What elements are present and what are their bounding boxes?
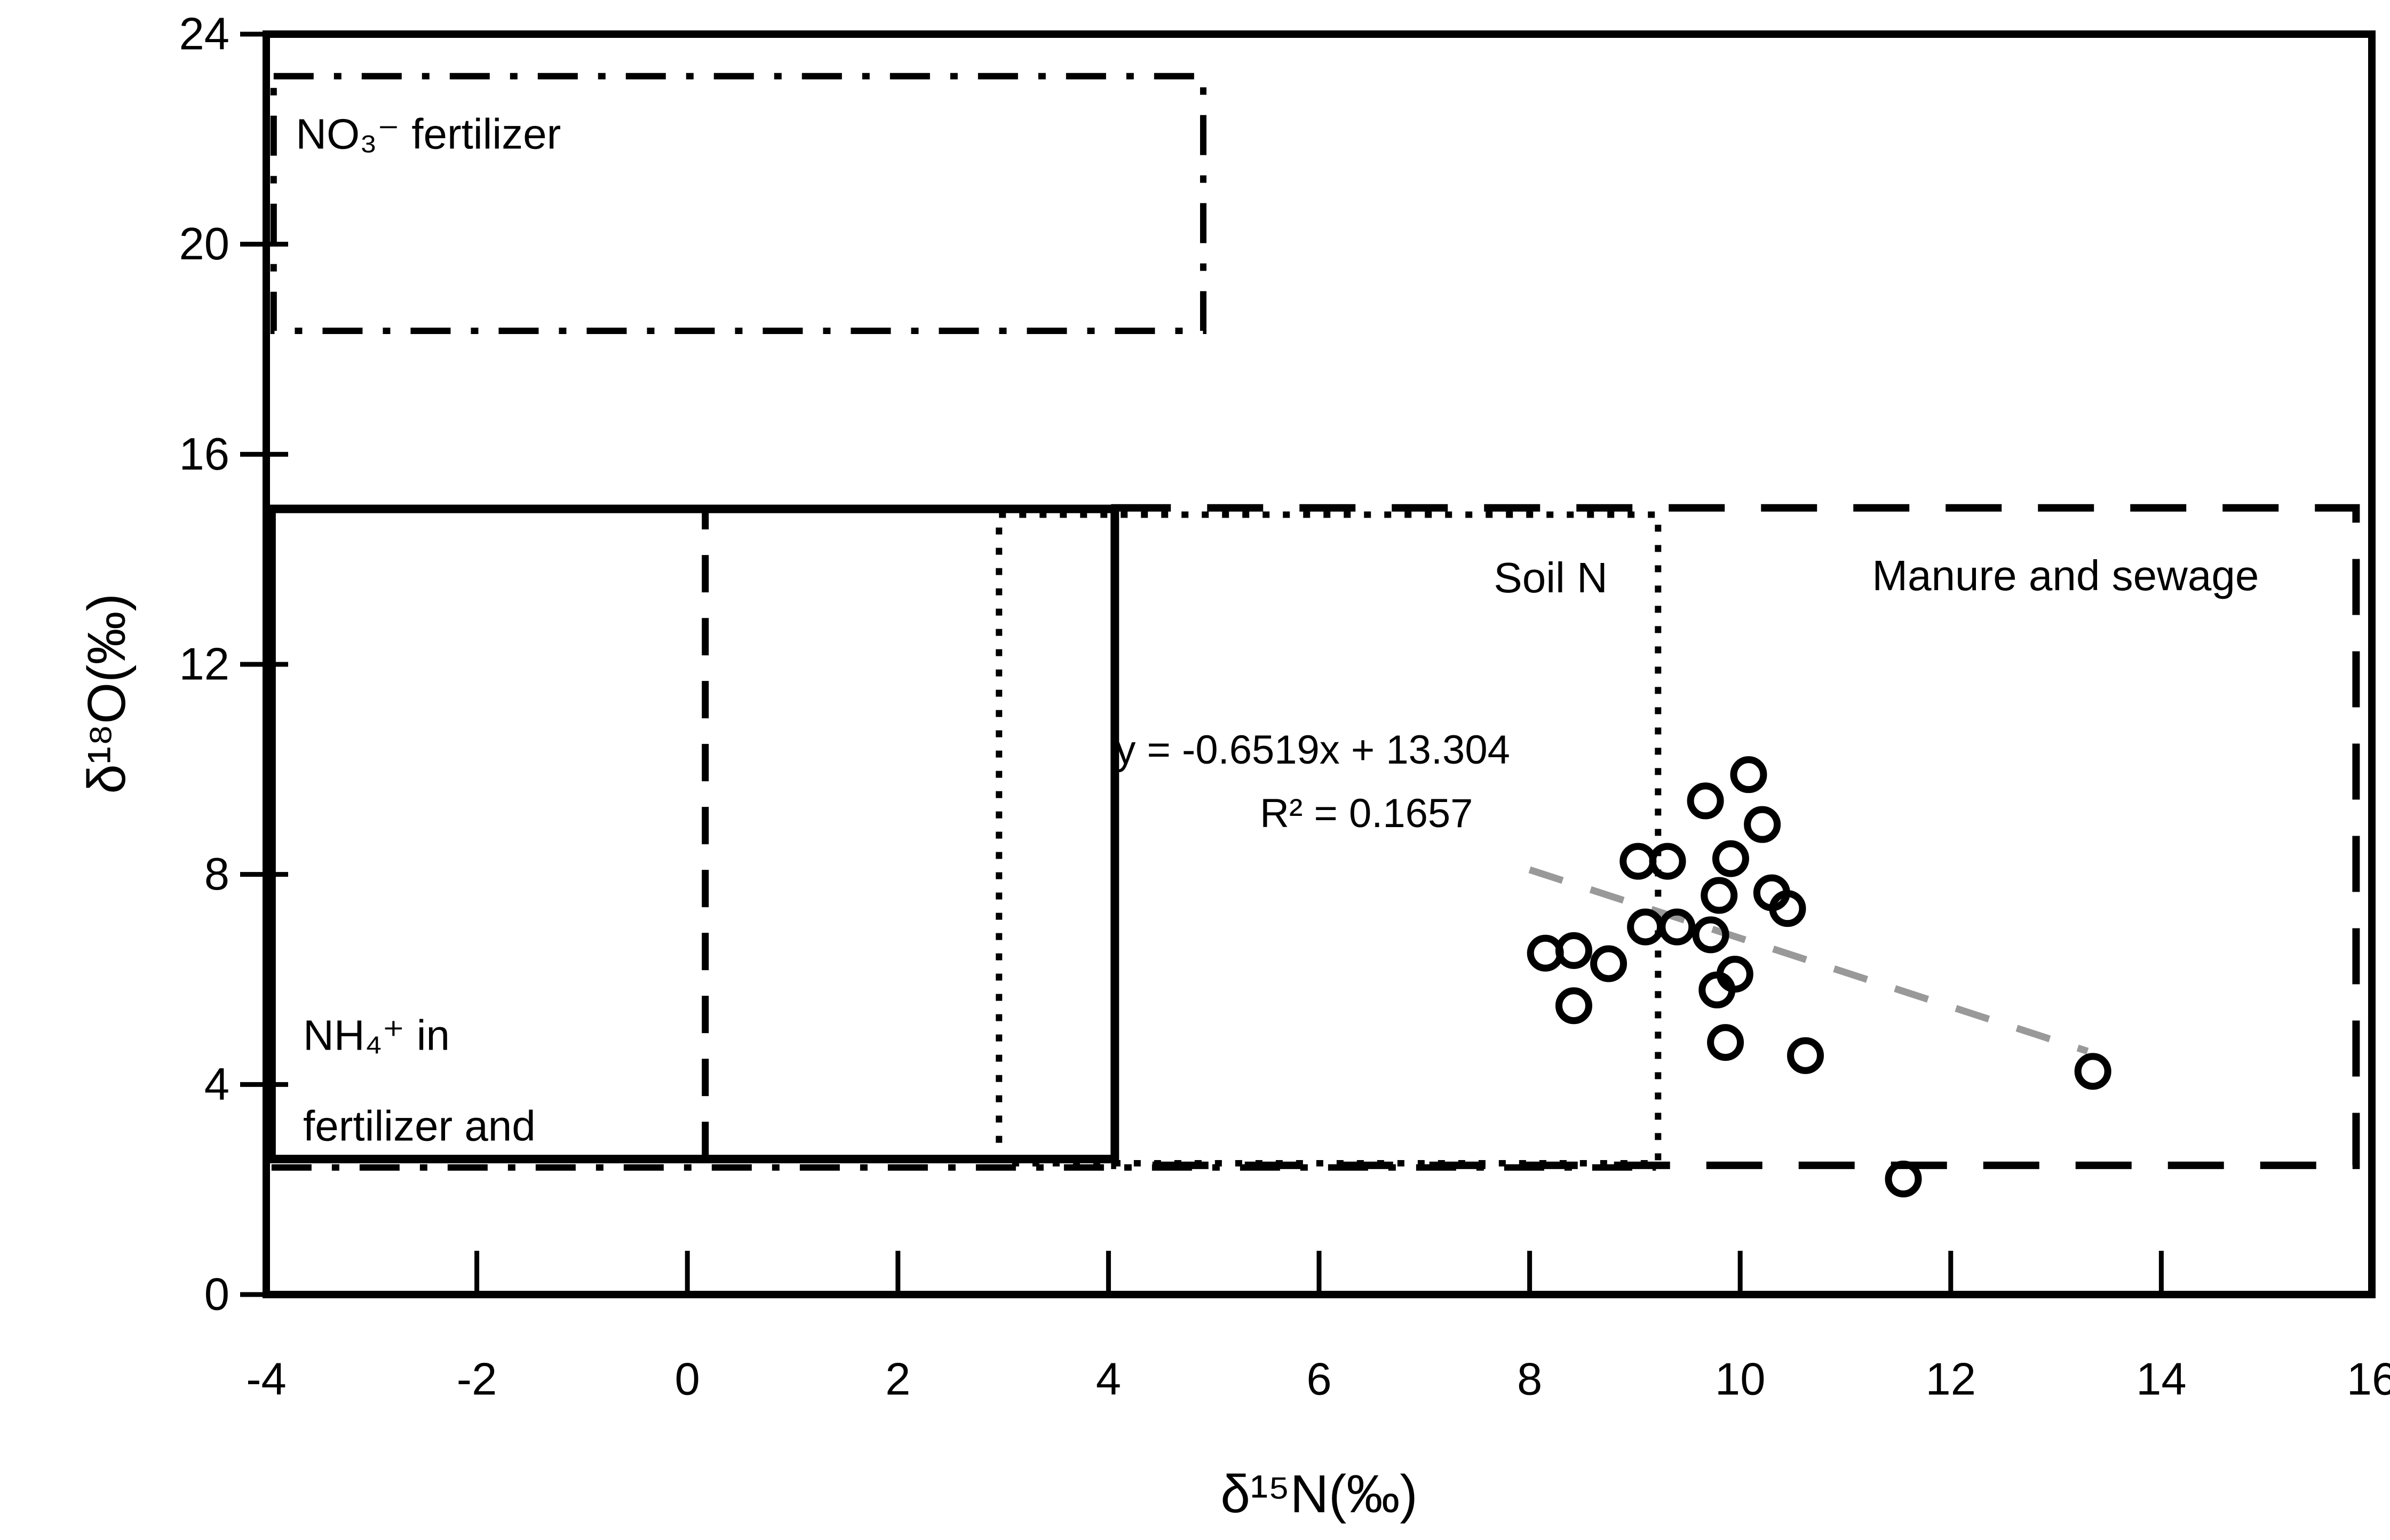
data-point bbox=[1649, 843, 1686, 880]
x-tick-label: 6 bbox=[1306, 1354, 1331, 1405]
data-point bbox=[1619, 843, 1657, 880]
trend-line bbox=[1528, 866, 2089, 1055]
axes bbox=[240, 30, 2376, 1298]
trendline-equation-text: y = -0.6519x + 13.304 bbox=[1115, 727, 1510, 773]
trendline-r2-text: R² = 0.1657 bbox=[1260, 791, 1473, 836]
region-label-nh4-line1: NH₄⁺ in bbox=[303, 1011, 450, 1059]
region-label-soil-n: Soil N bbox=[1494, 554, 1607, 601]
data-point bbox=[1744, 806, 1781, 843]
data-points bbox=[1527, 756, 2111, 1197]
data-point bbox=[1627, 908, 1664, 946]
x-tick-label: 4 bbox=[1096, 1354, 1121, 1405]
y-tick-label: 16 bbox=[179, 429, 229, 480]
data-point bbox=[1692, 916, 1729, 954]
region-label-nh4-line2: fertilizer and bbox=[303, 1102, 536, 1150]
x-tick-label: 2 bbox=[885, 1354, 910, 1405]
region-box-manure-sewage bbox=[1111, 504, 2360, 1169]
x-tick-label: 10 bbox=[1715, 1354, 1766, 1405]
data-point bbox=[1730, 756, 1767, 793]
y-tick-label: 8 bbox=[204, 849, 229, 900]
source-region-boxes bbox=[267, 73, 2360, 1169]
data-point bbox=[1658, 908, 1696, 946]
data-point bbox=[1885, 1160, 1922, 1197]
x-tick-label: 16 bbox=[2347, 1354, 2390, 1405]
plot-border bbox=[263, 30, 2376, 1298]
x-tick-label: 0 bbox=[675, 1354, 700, 1405]
y-tick-label: 20 bbox=[179, 219, 229, 269]
region-label-manure-sewage: Manure and sewage bbox=[1872, 552, 2259, 599]
auxiliary-lines bbox=[271, 509, 1656, 1171]
data-point bbox=[1590, 945, 1627, 982]
data-point bbox=[1712, 840, 1749, 877]
y-tick-label: 4 bbox=[204, 1059, 229, 1110]
region-box-no3-fertilizer bbox=[270, 73, 1206, 335]
x-tick-label: 14 bbox=[2136, 1354, 2187, 1405]
text-labels: δ¹⁵N(‰) δ¹⁸O(‰) y = -0.6519x + 13.304 R²… bbox=[77, 110, 2259, 1524]
data-point bbox=[1787, 1037, 1824, 1074]
data-point bbox=[1687, 782, 1724, 820]
x-tick-label: -2 bbox=[457, 1354, 497, 1405]
x-tick-label: -4 bbox=[246, 1354, 287, 1405]
data-point bbox=[1701, 877, 1738, 914]
x-tick-label: 8 bbox=[1517, 1354, 1542, 1405]
regression-trend-line bbox=[1528, 866, 2089, 1055]
y-axis-title: δ¹⁸O(‰) bbox=[77, 593, 137, 794]
data-point bbox=[1555, 987, 1592, 1025]
region-box-soil-n bbox=[996, 511, 1662, 1166]
x-tick-label: 12 bbox=[1926, 1354, 1976, 1405]
data-point bbox=[1555, 932, 1592, 969]
y-tick-label: 24 bbox=[179, 9, 229, 60]
region-box-nh4-fertilizer bbox=[267, 504, 1119, 1164]
data-point bbox=[1698, 971, 1736, 1009]
y-tick-label: 0 bbox=[204, 1269, 229, 1320]
data-point bbox=[1769, 890, 1806, 927]
x-axis-title: δ¹⁵N(‰) bbox=[1220, 1464, 1417, 1524]
region-label-no3-fertilizer: NO₃⁻ fertilizer bbox=[296, 110, 561, 157]
data-point bbox=[1707, 1024, 1744, 1061]
y-tick-label: 12 bbox=[179, 639, 229, 690]
data-point bbox=[2074, 1053, 2111, 1090]
